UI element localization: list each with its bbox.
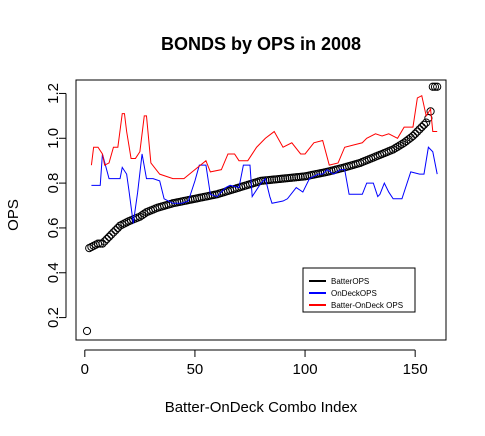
y-tick-label: 0.4 (45, 262, 62, 283)
data-point (393, 142, 402, 151)
plot-frame (75, 79, 447, 341)
y-tick-label: 0.8 (45, 173, 62, 194)
data-point (397, 140, 407, 149)
data-point (411, 129, 420, 138)
y-axis-label: OPS (5, 199, 22, 231)
x-axis-label: Batter-OnDeck Combo Index (165, 399, 358, 416)
data-point (104, 232, 114, 241)
legend-label: Batter-OnDeck OPS (331, 301, 403, 310)
data-point (111, 226, 120, 235)
y-tick-label: 1.0 (45, 128, 62, 149)
data-point (102, 235, 111, 244)
data-point (422, 118, 431, 127)
data-point (415, 125, 424, 134)
series-line-1 (91, 146, 438, 224)
data-point (135, 212, 144, 221)
data-point (98, 239, 107, 248)
data-point (96, 239, 105, 248)
data-point (430, 82, 440, 91)
x-axis: 0 50 100 150 (81, 349, 428, 378)
chart-title: BONDS by OPS in 2008 (161, 34, 361, 54)
data-point (395, 141, 404, 150)
x-tick-label: 0 (81, 361, 89, 378)
series-line-2 (90, 94, 438, 180)
data-point (419, 120, 429, 129)
data-point (389, 145, 398, 154)
x-tick-label: 100 (293, 361, 318, 378)
data-point (413, 127, 422, 136)
data-point (408, 131, 418, 141)
data-point (426, 107, 435, 116)
x-tick-label: 150 (403, 361, 428, 378)
series-points-0 (82, 82, 442, 336)
data-point (82, 326, 92, 336)
y-tick-label: 0.6 (45, 218, 62, 239)
legend: BatterOPS OnDeckOPS Batter-OnDeck OPS (302, 267, 416, 313)
data-point (140, 209, 149, 218)
data-point (100, 237, 109, 246)
legend-label: OnDeckOPS (331, 289, 377, 298)
y-axis: 0.2 0.4 0.6 0.8 1.0 1.2 (45, 83, 67, 328)
series-layer (82, 82, 442, 336)
data-point (137, 211, 147, 220)
data-point (428, 82, 437, 91)
y-tick-label: 0.2 (45, 307, 62, 328)
x-tick-label: 50 (187, 361, 204, 378)
data-point (109, 228, 118, 237)
data-point (391, 144, 400, 153)
data-point (107, 230, 116, 239)
data-point (417, 122, 426, 132)
y-tick-label: 1.2 (45, 83, 62, 104)
legend-label: BatterOPS (331, 277, 369, 286)
data-point (433, 82, 442, 91)
